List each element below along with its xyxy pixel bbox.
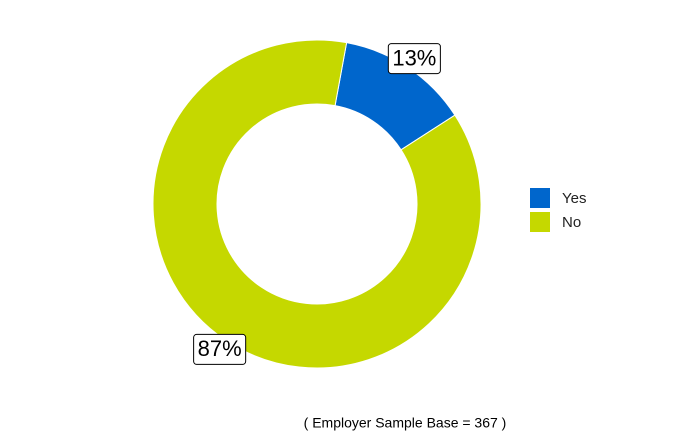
legend-swatch bbox=[530, 212, 550, 232]
donut-slice bbox=[152, 39, 482, 369]
legend-label: Yes bbox=[562, 190, 586, 207]
value-label: 87% bbox=[198, 336, 242, 361]
value-label-box bbox=[387, 43, 441, 75]
value-label-box bbox=[193, 333, 247, 365]
legend-swatch bbox=[530, 188, 550, 208]
caption: ( Employer Sample Base = 367 ) bbox=[304, 415, 507, 431]
value-label: 13% bbox=[392, 45, 436, 70]
legend-label: No bbox=[562, 214, 581, 231]
